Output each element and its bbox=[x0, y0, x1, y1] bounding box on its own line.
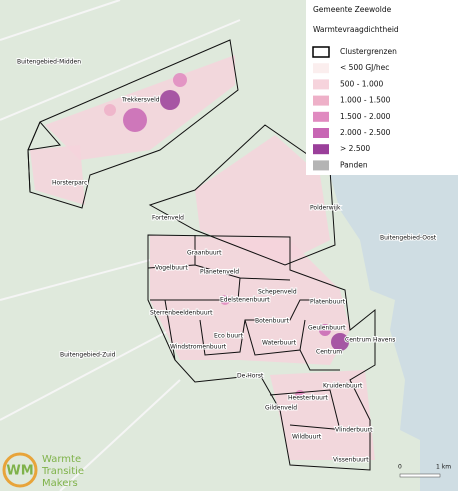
area-label: Trekkersveld bbox=[121, 97, 160, 104]
legend-swatch bbox=[313, 95, 329, 106]
map-subtitle: Warmtevraagdichtheid bbox=[313, 25, 399, 34]
legend: Gemeente Zeewolde Warmtevraagdichtheid C… bbox=[306, 0, 458, 175]
area-label: Buitengebied-Zuid bbox=[60, 352, 116, 359]
area-label: Botenbuurt bbox=[255, 318, 290, 325]
area-label: Polderwijk bbox=[310, 205, 341, 212]
logo-ring bbox=[2, 452, 38, 488]
logo-initials: WM bbox=[6, 464, 33, 479]
area-label: Sterrenbeeldenbuurt bbox=[150, 310, 213, 317]
area-label: Centrum Havens bbox=[345, 337, 395, 344]
area-labels: Buitengebied-Midden Trekkersveld Horster… bbox=[16, 58, 438, 465]
logo-text: Warmte bbox=[42, 454, 81, 465]
legend-panel bbox=[306, 0, 458, 175]
area-label: Kruidenbuurt bbox=[323, 383, 363, 390]
area-label: Graanbuurt bbox=[187, 250, 222, 257]
area-label: Schepenveld bbox=[258, 289, 297, 296]
water bbox=[330, 150, 458, 491]
map-title: Gemeente Zeewolde bbox=[313, 5, 392, 14]
scale-bar-rect bbox=[399, 473, 441, 478]
area-label: Waterbuurt bbox=[262, 340, 297, 347]
area-label: Buitengebied-Midden bbox=[17, 59, 81, 66]
area-label: Wildbuurt bbox=[292, 434, 322, 441]
area-label: Geulenbuurt bbox=[308, 325, 346, 332]
logo: WM Warmte Transitie Makers bbox=[2, 452, 84, 489]
legend-label: < 500 GJ/hec bbox=[340, 63, 389, 72]
area-label: De Horst bbox=[237, 373, 264, 380]
area-label: Platenbuurt bbox=[310, 299, 346, 306]
legend-swatch bbox=[313, 128, 329, 138]
legend-label: 2.000 - 2.500 bbox=[340, 128, 391, 137]
legend-swatch bbox=[313, 63, 329, 74]
legend-label: 1.500 - 2.000 bbox=[340, 112, 391, 121]
legend-label: 1.000 - 1.500 bbox=[340, 96, 391, 105]
area-label: Centrum bbox=[316, 349, 342, 356]
logo-text: Makers bbox=[42, 478, 78, 489]
scale-bar: 0 1 km bbox=[398, 464, 451, 478]
area-label: Vogelbuurt bbox=[155, 265, 188, 272]
heat-blobs bbox=[30, 55, 375, 460]
legend-swatch bbox=[312, 46, 330, 58]
legend-swatch bbox=[313, 111, 329, 122]
area-label: Fortenveld bbox=[152, 215, 184, 222]
area-label: Horsterparc bbox=[52, 180, 87, 187]
area-label: Windstromenbuurt bbox=[170, 344, 227, 351]
area-label: Vlinderbuurt bbox=[335, 427, 373, 434]
roads bbox=[0, 0, 240, 491]
area-label: Edelstenenbuurt bbox=[220, 297, 270, 304]
legend-swatch bbox=[313, 144, 329, 155]
area-label: Buitengebied-Oost bbox=[380, 235, 437, 242]
logo-text: Transitie bbox=[41, 466, 84, 477]
legend-label: > 2.500 bbox=[340, 144, 370, 153]
area-label: Heesterbuurt bbox=[288, 395, 328, 402]
area-label: Planetenveld bbox=[200, 269, 239, 276]
scale-start: 0 bbox=[398, 464, 402, 471]
area-label: Eco buurt bbox=[214, 333, 244, 340]
area-label: Vissenbuurt bbox=[333, 457, 369, 464]
scale-end: 1 km bbox=[436, 464, 451, 471]
legend-label: Panden bbox=[340, 160, 368, 169]
area-label: Gildenveld bbox=[265, 405, 297, 412]
legend-swatch bbox=[313, 160, 329, 171]
legend-label: Clustergrenzen bbox=[340, 47, 397, 56]
legend-swatch bbox=[313, 79, 329, 90]
legend-label: 500 - 1.000 bbox=[340, 79, 383, 88]
cluster-borders bbox=[27, 39, 376, 471]
